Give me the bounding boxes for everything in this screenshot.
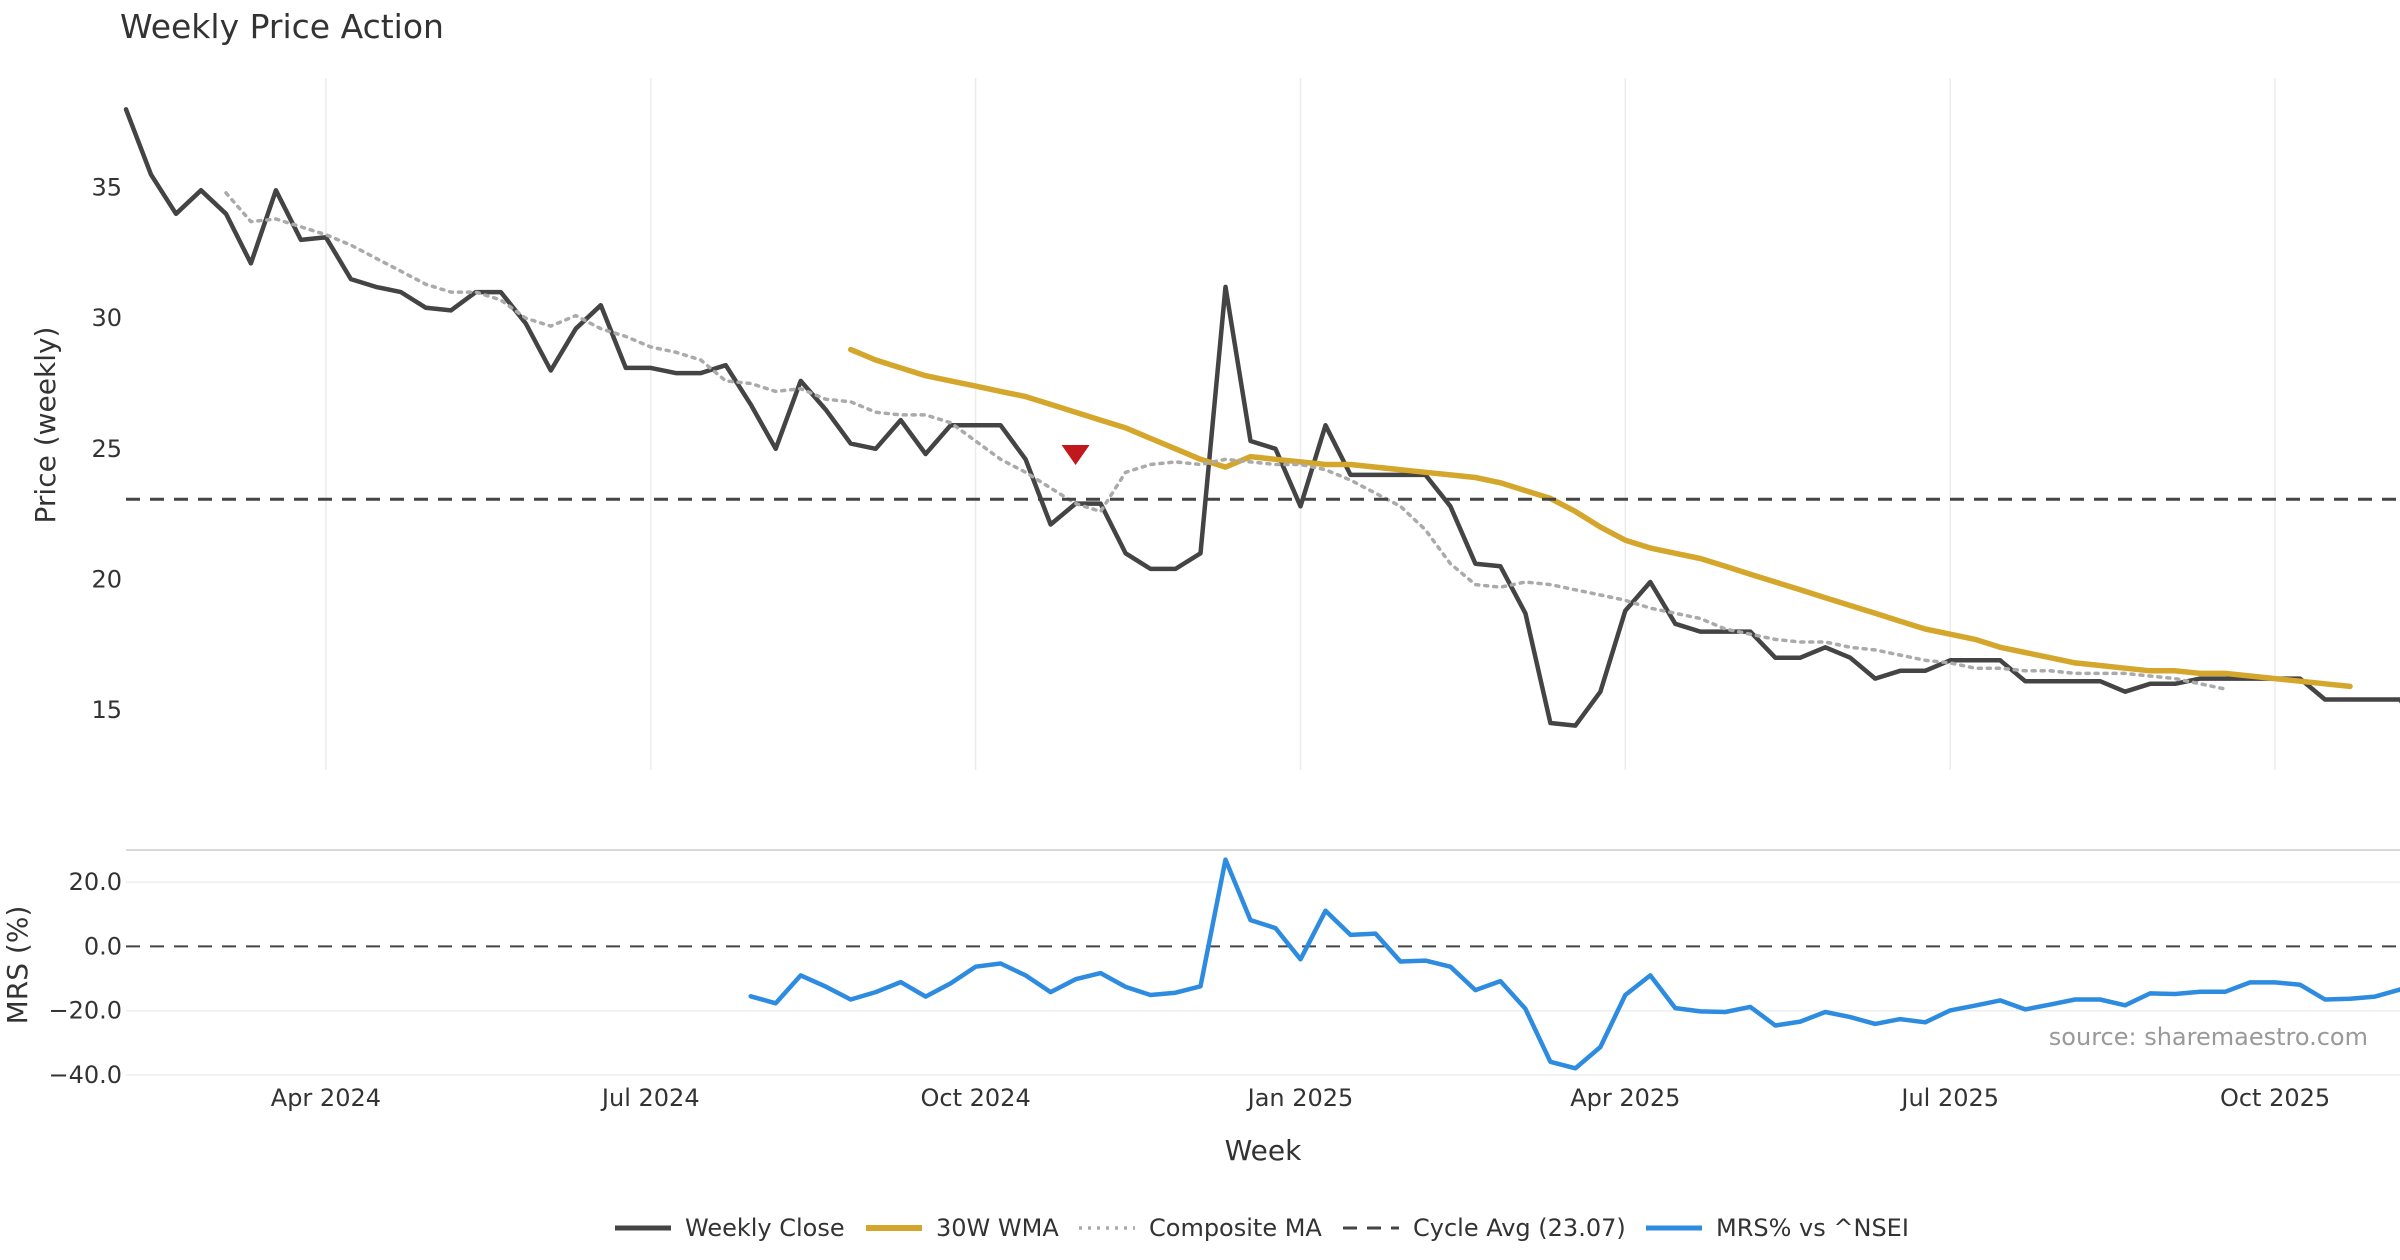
price-panel: 15 20 25 30 35 — [91, 107, 2400, 728]
price-y-tick-label: 20 — [91, 565, 122, 593]
legend: Weekly Close 30W WMA Composite MA Cycle Avg… — [615, 1214, 1909, 1242]
legend-label: Cycle Avg (23.07) — [1413, 1214, 1626, 1242]
mrs-y-tick-label: 20.0 — [69, 868, 122, 896]
mrs-y-axis-label: MRS (%) — [1, 906, 34, 1025]
composite-ma-line — [224, 191, 2227, 691]
mrs-y-tick-label: −20.0 — [48, 997, 122, 1025]
x-tick-label: Jul 2025 — [1899, 1084, 1999, 1112]
legend-label: 30W WMA — [936, 1214, 1059, 1242]
x-tick-label: Apr 2025 — [1570, 1084, 1680, 1112]
price-y-tick-label: 30 — [91, 304, 122, 332]
x-tick-label: Oct 2024 — [921, 1084, 1031, 1112]
legend-label: MRS% vs ^NSEI — [1716, 1214, 1909, 1242]
mrs-y-tick-label: 0.0 — [84, 932, 122, 960]
price-y-axis-label: Price (weekly) — [29, 327, 62, 524]
sell-signal-marker — [1061, 445, 1090, 466]
mrs-y-tick-label: −40.0 — [48, 1061, 122, 1089]
x-axis: Apr 2024 Jul 2024 Oct 2024 Jan 2025 Apr 2025… — [271, 1084, 2330, 1112]
x-tick-label: Oct 2025 — [2220, 1084, 2330, 1112]
legend-label: Composite MA — [1149, 1214, 1322, 1242]
price-y-tick-label: 25 — [91, 435, 122, 463]
mrs-line — [748, 857, 2400, 1071]
price-y-tick-label: 35 — [91, 174, 122, 202]
x-tick-label: Apr 2024 — [271, 1084, 381, 1112]
weekly-close-line — [123, 107, 2400, 728]
price-y-tick-label: 15 — [91, 696, 122, 724]
mrs-panel: 20.0 0.0 −20.0 −40.0 — [48, 857, 2400, 1089]
source-note: source: sharemaestro.com — [2049, 1023, 2368, 1051]
legend-label: Weekly Close — [685, 1214, 845, 1242]
x-tick-label: Jan 2025 — [1246, 1084, 1354, 1112]
chart-title: Weekly Price Action — [120, 7, 444, 46]
wma-30w-line — [847, 346, 2353, 690]
x-tick-label: Jul 2024 — [600, 1084, 700, 1112]
x-axis-label: Week — [1225, 1134, 1302, 1167]
grid — [126, 78, 2400, 1076]
